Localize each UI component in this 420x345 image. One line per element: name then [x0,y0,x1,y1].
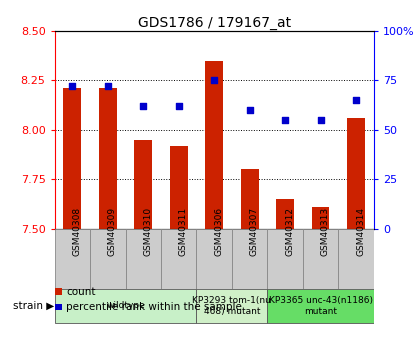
Bar [197,229,232,289]
Bar [347,118,365,229]
Title: GDS1786 / 179167_at: GDS1786 / 179167_at [138,16,291,30]
Text: GSM40314: GSM40314 [356,207,365,256]
Bar [268,229,303,289]
Bar [63,88,81,229]
Bar [55,229,90,289]
Text: GSM40307: GSM40307 [249,207,259,256]
Point [140,104,147,109]
Text: strain ▶: strain ▶ [13,301,55,311]
Bar [312,207,329,229]
Text: GSM40306: GSM40306 [214,207,223,256]
Text: GSM40311: GSM40311 [179,207,188,256]
Text: GSM40312: GSM40312 [285,207,294,256]
Bar [90,229,126,289]
Text: wildtype: wildtype [106,301,145,310]
Bar [268,289,374,323]
Bar [232,229,268,289]
Text: KP3365 unc-43(n1186)
mutant: KP3365 unc-43(n1186) mutant [269,296,373,316]
Point [282,117,289,123]
Bar [276,199,294,229]
Point [317,117,324,123]
Text: GSM40309: GSM40309 [108,207,117,256]
Text: KP3293 tom-1(nu
468) mutant: KP3293 tom-1(nu 468) mutant [192,296,271,316]
Point [176,104,182,109]
Bar [303,229,339,289]
Text: GSM40308: GSM40308 [72,207,81,256]
Text: count: count [66,287,96,296]
Point [246,107,253,113]
Bar [161,229,197,289]
Point [105,83,111,89]
Bar [339,229,374,289]
Point [353,97,360,103]
Bar [99,88,117,229]
Bar [205,61,223,229]
Bar [126,229,161,289]
Text: percentile rank within the sample: percentile rank within the sample [66,302,242,312]
Bar [241,169,259,229]
Bar [170,146,188,229]
Text: GSM40313: GSM40313 [320,207,330,256]
Point [69,83,76,89]
Bar [55,289,197,323]
Bar [134,140,152,229]
Text: GSM40310: GSM40310 [143,207,152,256]
Bar [197,289,268,323]
Point [211,78,218,83]
